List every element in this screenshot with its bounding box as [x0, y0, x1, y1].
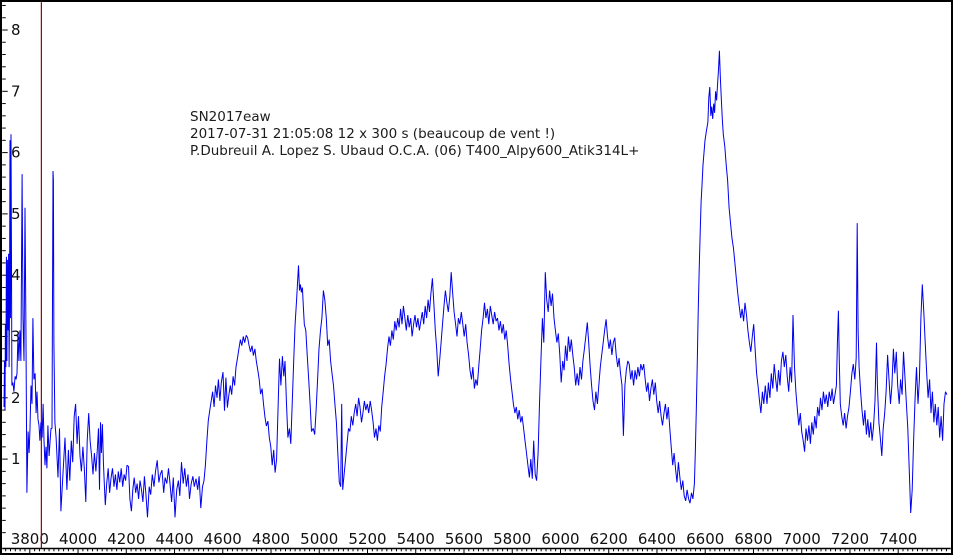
- x-tick-label: 5000: [300, 530, 338, 548]
- x-tick-label: 3800: [11, 530, 49, 548]
- x-tick-label: 6000: [541, 530, 579, 548]
- y-tick-label: 4: [11, 266, 21, 284]
- x-axis-labels: 3800 4000 4200 4400 4600 4800 5000 5200 5400 5600…: [11, 530, 918, 548]
- y-tick-label: 3: [11, 328, 21, 346]
- x-tick-label: 5600: [445, 530, 483, 548]
- x-tick-label: 6600: [686, 530, 724, 548]
- x-tick-label: 5400: [397, 530, 435, 548]
- annotation-observers-instrument: P.Dubreuil A. Lopez S. Ubaud O.C.A. (06)…: [190, 143, 639, 159]
- x-tick-label: 4400: [155, 530, 193, 548]
- x-tick-label: 5800: [493, 530, 531, 548]
- y-tick-label: 1: [11, 450, 21, 468]
- y-tick-label: 2: [11, 389, 21, 407]
- y-axis-labels: 1 2 3 4 5 6 7 8: [11, 21, 21, 468]
- x-tick-label: 7200: [831, 530, 869, 548]
- y-tick-label: 7: [11, 82, 21, 100]
- y-tick-label: 5: [11, 205, 21, 223]
- x-tick-label: 4200: [107, 530, 145, 548]
- spectrum-line: [3, 50, 948, 518]
- x-tick-label: 5200: [348, 530, 386, 548]
- x-tick-label: 6800: [734, 530, 772, 548]
- x-tick-label: 4800: [252, 530, 290, 548]
- x-tick-label: 6200: [590, 530, 628, 548]
- annotation-title: SN2017eaw: [190, 109, 271, 125]
- x-axis-ticks: [5, 548, 947, 553]
- y-tick-label: 8: [11, 21, 21, 39]
- x-tick-label: 7000: [783, 530, 821, 548]
- x-tick-label: 7400: [879, 530, 917, 548]
- x-tick-label: 4000: [59, 530, 97, 548]
- x-tick-label: 4600: [204, 530, 242, 548]
- y-tick-label: 6: [11, 144, 21, 162]
- x-tick-label: 6400: [638, 530, 676, 548]
- annotation-date-exposure: 2017-07-31 21:05:08 12 x 300 s (beaucoup…: [190, 126, 555, 142]
- annotation-block: SN2017eaw 2017-07-31 21:05:08 12 x 300 s…: [190, 109, 639, 159]
